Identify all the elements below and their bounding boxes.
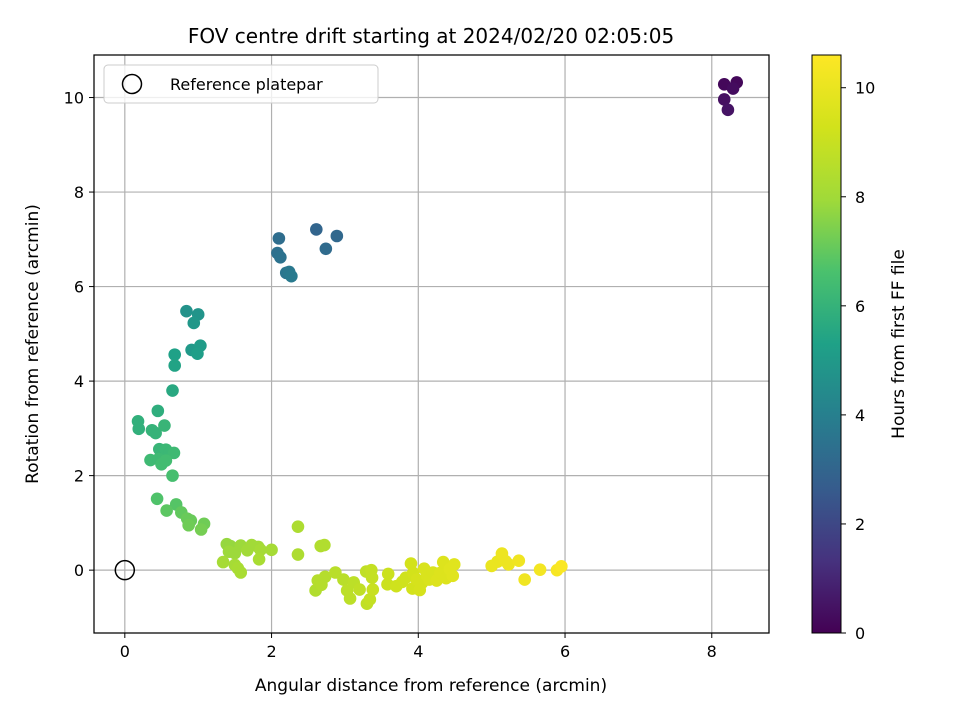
colorbar-tick-label: 4	[855, 406, 865, 425]
reference-point	[114, 559, 136, 581]
data-point	[180, 304, 193, 318]
data-point	[381, 567, 395, 581]
colorbar-gradient	[811, 54, 842, 634]
data-point	[353, 583, 366, 596]
data-point	[318, 570, 332, 584]
legend-box	[103, 64, 379, 104]
data-point	[446, 569, 460, 583]
data-point	[512, 554, 526, 567]
data-point	[726, 82, 740, 95]
y-tick-label: 4	[74, 372, 84, 391]
data-point	[159, 454, 173, 467]
colorbar-tick-label: 10	[855, 79, 875, 98]
chart-title: FOV centre drift starting at 2024/02/20 …	[188, 24, 674, 48]
legend: Reference platepar	[103, 64, 379, 104]
data-point	[150, 492, 164, 506]
data-point	[234, 566, 248, 579]
data-point	[168, 359, 182, 372]
x-tick-label: 0	[120, 642, 130, 661]
legend-marker-reference	[121, 73, 143, 95]
data-points	[114, 76, 744, 610]
data-point	[366, 583, 380, 596]
data-point	[291, 548, 305, 561]
x-axis-label: Angular distance from reference (arcmin)	[255, 676, 607, 696]
data-point	[533, 563, 547, 576]
colorbar-label: Hours from first FF file	[889, 249, 909, 439]
data-point	[274, 250, 287, 264]
x-tick-label: 2	[266, 642, 276, 661]
data-point	[318, 538, 331, 552]
data-point	[319, 242, 333, 256]
data-point	[132, 422, 146, 436]
data-point	[151, 404, 165, 418]
y-tick-label: 8	[74, 183, 84, 202]
colorbar-ticks: 0 2 4 6 8 10	[841, 79, 875, 643]
data-point	[168, 348, 182, 361]
data-point	[285, 269, 298, 283]
data-point	[365, 571, 379, 585]
data-point	[182, 518, 195, 532]
data-point	[337, 573, 350, 586]
y-tick-label: 2	[74, 467, 84, 486]
data-point	[158, 419, 171, 432]
data-point	[167, 446, 181, 460]
data-point	[404, 557, 418, 570]
data-point	[310, 223, 323, 236]
data-point	[272, 232, 286, 245]
data-point	[447, 558, 461, 571]
data-point	[329, 566, 342, 579]
colorbar-tick-label: 6	[855, 297, 865, 316]
data-point	[216, 555, 230, 569]
data-point	[194, 523, 208, 536]
plot-frame	[93, 54, 770, 634]
y-tick-label: 10	[64, 89, 84, 108]
x-tick-label: 8	[707, 642, 717, 661]
data-point	[717, 93, 731, 106]
colorbar-tick-label: 8	[855, 188, 865, 207]
data-point	[166, 469, 179, 482]
data-point	[149, 426, 162, 440]
legend-label-reference: Reference platepar	[170, 75, 323, 94]
data-point	[502, 558, 515, 571]
plot-background	[94, 55, 769, 633]
colorbar-tick-label: 0	[855, 624, 865, 643]
colorbar: 0 2 4 6 8 10 Hours from first FF file	[811, 54, 909, 643]
axis-ticks: 0 2 4 6 8 0 2 4 6 8 10	[64, 89, 717, 661]
data-point	[254, 543, 267, 557]
data-point	[191, 347, 204, 360]
y-tick-label: 6	[74, 278, 84, 297]
y-axis-label: Rotation from reference (arcmin)	[23, 204, 43, 484]
data-point	[518, 573, 531, 586]
data-point	[291, 520, 305, 533]
data-point	[187, 316, 201, 330]
data-point	[330, 229, 344, 243]
x-tick-label: 6	[560, 642, 570, 661]
x-tick-label: 4	[413, 642, 423, 661]
data-point	[555, 560, 568, 573]
data-point	[343, 592, 357, 605]
plot-area: 0 2 4 6 8 0 2 4 6 8 10	[64, 54, 770, 661]
data-point	[363, 593, 377, 606]
y-tick-label: 0	[74, 561, 84, 580]
data-point	[160, 504, 173, 517]
data-point	[265, 543, 278, 557]
data-point	[252, 552, 266, 566]
data-point	[166, 384, 179, 397]
colorbar-tick-label: 2	[855, 515, 865, 534]
data-point	[721, 103, 735, 117]
grid	[94, 55, 769, 633]
